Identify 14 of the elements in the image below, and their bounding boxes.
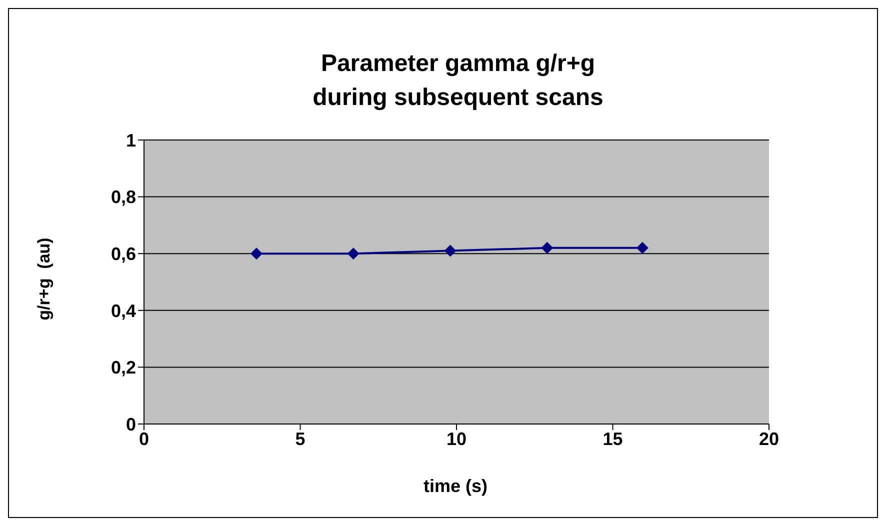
y-tick-label: 1 <box>126 130 136 150</box>
y-tick-label: 0,2 <box>110 358 136 378</box>
x-tick-label: 10 <box>446 428 467 449</box>
x-tick-label: 5 <box>295 428 306 449</box>
x-tick-label: 20 <box>758 428 780 449</box>
x-tick-label: 15 <box>602 428 623 449</box>
y-tick-label: 0,8 <box>110 187 136 208</box>
y-tick-label: 0,6 <box>110 244 136 264</box>
y-axis-title: g/r+g (au) <box>34 238 54 320</box>
y-tick-label: 0,4 <box>110 300 136 321</box>
chart-title: Parameter gamma g/r+g during subsequent scans <box>312 49 604 113</box>
y-tick-label: 0 <box>126 414 136 434</box>
x-axis-title: time (s) <box>422 476 488 497</box>
x-tick-label: 0 <box>138 428 150 449</box>
